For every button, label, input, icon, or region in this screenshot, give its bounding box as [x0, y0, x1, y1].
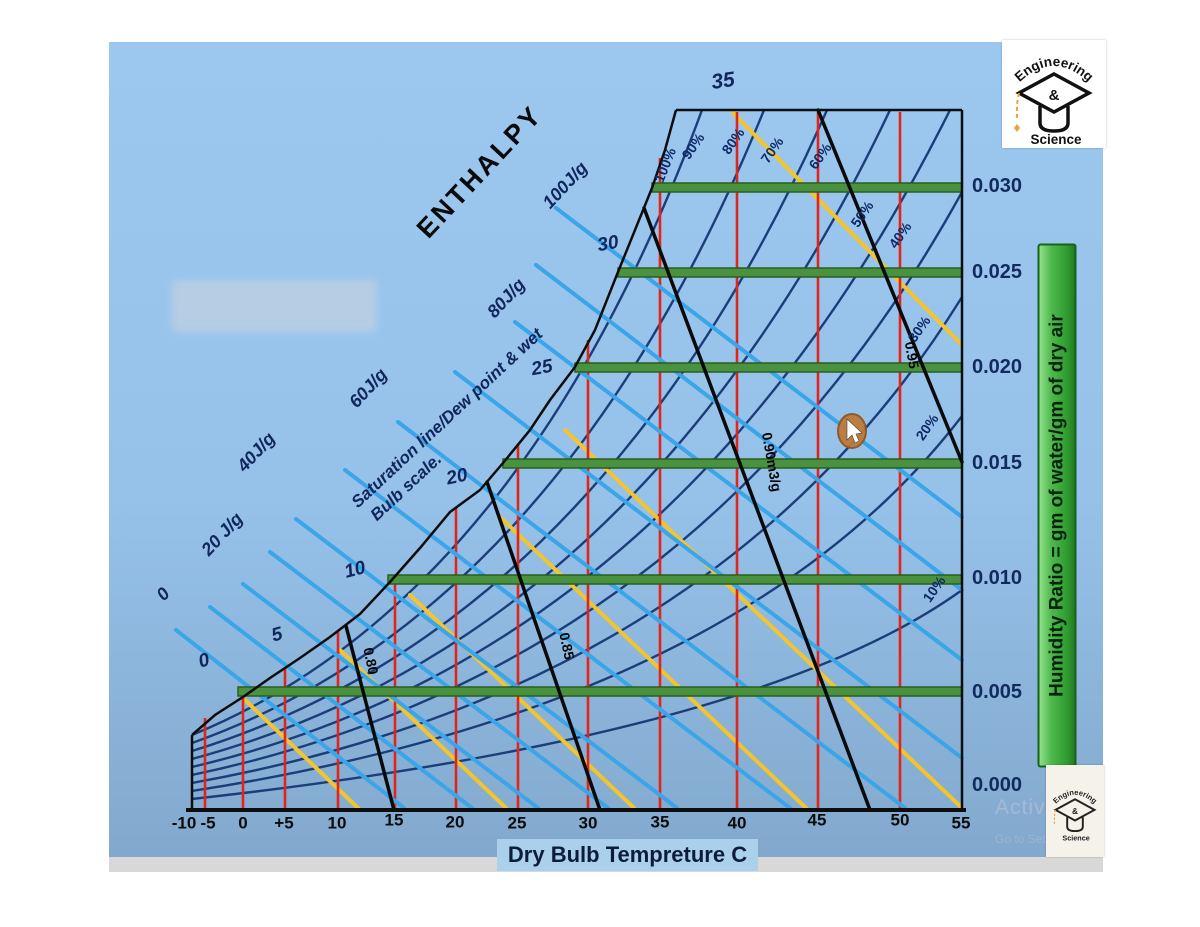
x-tick--5: -5 — [200, 813, 216, 833]
y-tick-0000: 0.000 — [971, 774, 1023, 796]
graduation-cap-icon — [1015, 72, 1093, 114]
blurred-watermark-patch — [172, 280, 377, 332]
x-tick-45: 45 — [807, 810, 827, 830]
y-tick-0005: 0.005 — [971, 681, 1023, 703]
mini-tassel-icon — [1053, 809, 1057, 825]
x-axis-title: Dry Bulb Tempreture C — [497, 839, 758, 871]
mini-logo-text-top: Engineering — [1051, 788, 1099, 806]
saturation-line — [191, 109, 678, 736]
x-tick-40: 40 — [727, 813, 747, 833]
x-tick-35: 35 — [650, 812, 670, 832]
x-tick-5: +5 — [274, 813, 294, 833]
specific-volume-lines — [344, 108, 964, 812]
mini-cap-base — [1066, 817, 1084, 833]
mini-graduation-cap-icon — [1053, 798, 1097, 822]
y-tick-0020: 0.020 — [971, 356, 1023, 378]
volume-label-095: 0.95 — [901, 340, 923, 370]
wet-bulb-label-10: 10 — [342, 557, 368, 583]
wet-bulb-label-30: 30 — [595, 231, 621, 257]
chart-border — [190, 108, 964, 810]
y-tick-0030: 0.030 — [971, 175, 1023, 197]
x-tick-55: 55 — [951, 813, 971, 833]
logo-text-bottom: Science — [1030, 132, 1082, 147]
wet-bulb-label-25: 25 — [529, 355, 555, 381]
mini-logo-ampersand: & — [1072, 806, 1078, 816]
x-tick-15: 15 — [384, 810, 404, 830]
y-tick-0025: 0.025 — [971, 261, 1023, 283]
humidity-gridlines — [237, 182, 963, 697]
x-tick-0: 0 — [238, 813, 248, 833]
y-tick-0015: 0.015 — [971, 452, 1023, 474]
x-tick-25: 25 — [507, 813, 527, 833]
x-tick-50: 50 — [890, 810, 910, 830]
goto-settings-watermark: Go to Settin — [995, 832, 1059, 846]
tassel-icon — [1016, 92, 1020, 120]
wet-bulb-label-35: 35 — [709, 67, 737, 95]
channel-logo-small: Engineering & Science — [1046, 765, 1104, 857]
y-axis-title-banner: Humidity Ratio = gm of water/gm of dry a… — [1037, 243, 1077, 768]
logo-ampersand: & — [1049, 87, 1060, 104]
x-tick-20: 20 — [445, 812, 465, 832]
logo-text-top: Engineering — [1012, 54, 1097, 85]
tassel-end — [1014, 124, 1020, 132]
x-tick-30: 30 — [578, 813, 598, 833]
x-tick--10: -10 — [171, 813, 197, 833]
wet-bulb-label-20: 20 — [444, 464, 470, 490]
x-tick-10: 10 — [327, 813, 347, 833]
channel-logo: Engineering & Science — [1002, 40, 1106, 148]
svg-text:Engineering: Engineering — [1012, 54, 1097, 85]
y-tick-0010: 0.010 — [971, 567, 1023, 589]
mini-logo-text-bottom: Science — [1062, 834, 1089, 843]
svg-text:Engineering: Engineering — [1051, 788, 1099, 806]
cap-base — [1038, 106, 1070, 133]
